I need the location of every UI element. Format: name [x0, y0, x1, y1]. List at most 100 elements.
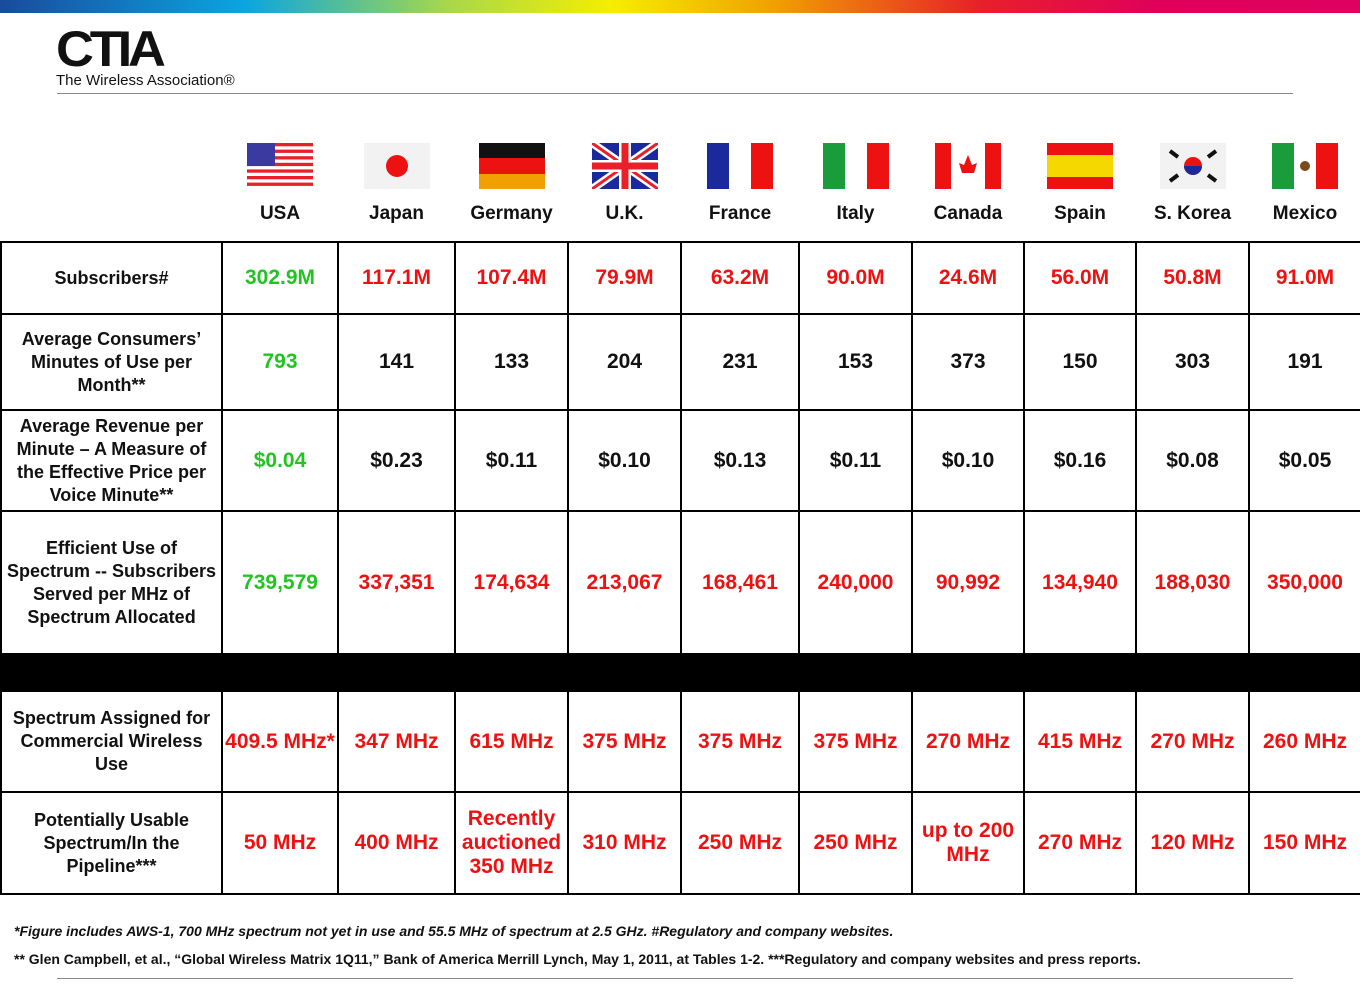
spain-flag-icon: [1047, 143, 1113, 189]
value-cell: 400 MHz: [337, 791, 456, 895]
value-cell: $0.11: [454, 409, 569, 512]
country-header: S. Korea: [1136, 110, 1249, 242]
value-cell: 134,940: [1023, 510, 1137, 655]
color-banner: [0, 0, 1360, 13]
value-cell: 250 MHz: [798, 791, 913, 895]
value-cell: 260 MHz: [1248, 690, 1360, 793]
value-cell: 153: [798, 313, 913, 411]
value-cell: 303: [1135, 313, 1250, 411]
japan-flag-icon: [363, 143, 430, 189]
table-row: Efficient Use of Spectrum -- Subscribers…: [0, 510, 1360, 655]
value-cell: up to 200 MHz: [911, 791, 1025, 895]
table-row: Average Revenue per Minute – A Measure o…: [0, 409, 1360, 512]
country-header: Canada: [912, 110, 1024, 242]
country-name: Canada: [933, 203, 1003, 224]
value-cell: 350,000: [1248, 510, 1360, 655]
value-cell: 63.2M: [680, 241, 800, 315]
value-cell: 793: [221, 313, 339, 411]
footnote-2: ** Glen Campbell, et al., “Global Wirele…: [14, 951, 1141, 967]
row-label: Potentially Usable Spectrum/In the Pipel…: [0, 791, 223, 895]
country-name: Spain: [1054, 203, 1106, 224]
value-cell: $0.23: [337, 409, 456, 512]
country-name: Italy: [836, 203, 875, 224]
france-flag-icon: [707, 143, 773, 189]
value-cell: 120 MHz: [1135, 791, 1250, 895]
table-row: Average Consumers’ Minutes of Use per Mo…: [0, 313, 1360, 411]
row-label: Efficient Use of Spectrum -- Subscribers…: [0, 510, 223, 655]
value-cell: 150 MHz: [1248, 791, 1360, 895]
value-cell: 213,067: [567, 510, 682, 655]
country-name: Germany: [470, 203, 553, 224]
value-cell: 141: [337, 313, 456, 411]
canada-flag-icon: [935, 143, 1001, 189]
italy-flag-icon: [822, 143, 889, 189]
value-cell: 24.6M: [911, 241, 1025, 315]
value-cell: 415 MHz: [1023, 690, 1137, 793]
footnote-1: *Figure includes AWS-1, 700 MHz spectrum…: [14, 923, 894, 939]
value-cell: $0.04: [221, 409, 339, 512]
country-header: France: [681, 110, 799, 242]
value-cell: 615 MHz: [454, 690, 569, 793]
country-name: Mexico: [1272, 203, 1338, 224]
value-cell: 240,000: [798, 510, 913, 655]
value-cell: 107.4M: [454, 241, 569, 315]
value-cell: 133: [454, 313, 569, 411]
logo-tagline: The Wireless Association®: [56, 72, 235, 89]
value-cell: 168,461: [680, 510, 800, 655]
value-cell: $0.13: [680, 409, 800, 512]
separator-row: [0, 653, 1360, 692]
country-header: Spain: [1024, 110, 1136, 242]
separator-bar: [0, 653, 1360, 692]
value-cell: 191: [1248, 313, 1360, 411]
value-cell: $0.11: [798, 409, 913, 512]
row-label: Average Consumers’ Minutes of Use per Mo…: [0, 313, 223, 411]
value-cell: $0.10: [911, 409, 1025, 512]
value-cell: 270 MHz: [1135, 690, 1250, 793]
value-cell: 174,634: [454, 510, 569, 655]
uk-flag-icon: [591, 143, 658, 189]
value-cell: $0.16: [1023, 409, 1137, 512]
country-header: Germany: [455, 110, 568, 242]
table-row: Spectrum Assigned for Commercial Wireles…: [0, 690, 1360, 793]
country-name: S. Korea: [1153, 203, 1232, 224]
value-cell: $0.10: [567, 409, 682, 512]
country-header: Mexico: [1249, 110, 1360, 242]
value-cell: 50 MHz: [221, 791, 339, 895]
value-cell: 310 MHz: [567, 791, 682, 895]
value-cell: 117.1M: [337, 241, 456, 315]
logo-mark: CTIA: [56, 21, 166, 77]
header-divider: [57, 93, 1293, 94]
country-name: USA: [259, 203, 301, 224]
value-cell: 270 MHz: [1023, 791, 1137, 895]
germany-flag-icon: [478, 143, 545, 189]
value-cell: 270 MHz: [911, 690, 1025, 793]
ctia-logo: CTIA The Wireless Association®: [56, 24, 235, 89]
country-header: Italy: [799, 110, 912, 242]
country-name: U.K.: [605, 203, 644, 224]
value-cell: 204: [567, 313, 682, 411]
country-header: Japan: [338, 110, 455, 242]
row-label: Average Revenue per Minute – A Measure o…: [0, 409, 223, 512]
value-cell: 409.5 MHz*: [221, 690, 339, 793]
value-cell: 347 MHz: [337, 690, 456, 793]
value-cell: 231: [680, 313, 800, 411]
value-cell: 56.0M: [1023, 241, 1137, 315]
value-cell: 188,030: [1135, 510, 1250, 655]
country-header: U.K.: [568, 110, 681, 242]
value-cell: 250 MHz: [680, 791, 800, 895]
value-cell: 91.0M: [1248, 241, 1360, 315]
mexico-flag-icon: [1272, 143, 1338, 189]
table-row: Subscribers# 302.9M 117.1M 107.4M 79.9M 63.2M…: [0, 241, 1360, 315]
value-cell: 90.0M: [798, 241, 913, 315]
value-cell: 90,992: [911, 510, 1025, 655]
row-label: Subscribers#: [0, 241, 223, 315]
value-cell: 373: [911, 313, 1025, 411]
value-cell: $0.08: [1135, 409, 1250, 512]
row-label: Spectrum Assigned for Commercial Wireles…: [0, 690, 223, 793]
usa-flag-icon: [247, 143, 313, 189]
value-cell: 337,351: [337, 510, 456, 655]
south-korea-flag-icon: [1159, 143, 1226, 189]
value-cell: 79.9M: [567, 241, 682, 315]
country-header: USA: [222, 110, 338, 242]
value-cell: 375 MHz: [798, 690, 913, 793]
